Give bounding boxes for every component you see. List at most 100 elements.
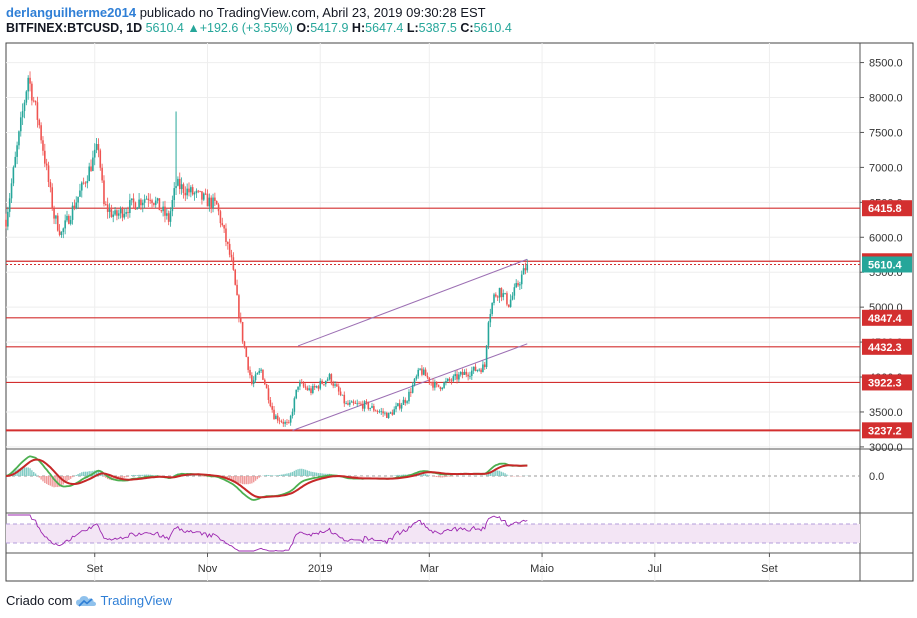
candle-body	[80, 182, 83, 191]
candle-body	[513, 287, 516, 296]
candle-body	[5, 219, 7, 227]
candle-body	[151, 200, 153, 204]
low-value: 5387.5	[418, 21, 457, 35]
author-name[interactable]: derlanguilherme2014	[6, 5, 137, 20]
candle-body	[469, 375, 471, 377]
candle-body	[358, 403, 360, 405]
candle-body	[271, 406, 273, 410]
created-with-label: Criado com	[6, 593, 73, 608]
candle-body	[500, 287, 503, 298]
candle-body	[263, 379, 266, 385]
candle-body	[254, 374, 257, 381]
time-tick-label: Set	[761, 563, 778, 575]
candles	[5, 71, 529, 427]
candle-body	[199, 190, 201, 192]
candle-body	[221, 223, 224, 226]
close-value: 5610.4	[473, 21, 512, 35]
candle-body	[202, 193, 205, 200]
support-resistance-levels	[6, 207, 860, 432]
candle-body	[77, 196, 79, 203]
candle-body	[230, 254, 233, 258]
candle-body	[138, 199, 140, 208]
candle-body	[365, 401, 368, 403]
candle-body	[435, 382, 438, 385]
candle-body	[217, 204, 220, 212]
candle-body	[188, 188, 190, 193]
candle-body	[374, 410, 377, 412]
candle-body	[265, 384, 268, 389]
candle-body	[16, 145, 18, 157]
candle-body	[509, 299, 512, 307]
candle-body	[393, 409, 395, 415]
candle-body	[184, 192, 187, 196]
candle-body	[134, 202, 137, 210]
candle-body	[75, 202, 78, 209]
candle-body	[352, 401, 355, 404]
candle-body	[154, 200, 157, 205]
candle-body	[496, 296, 499, 298]
candle-body	[241, 322, 244, 342]
symbol-label: BITFINEX:BTCUSD, 1D	[6, 21, 143, 35]
candle-body	[132, 198, 135, 203]
candle-body	[428, 377, 431, 383]
candle-body	[288, 422, 290, 424]
last-price-tag-label: 5610.4	[868, 259, 903, 271]
candle-body	[93, 149, 96, 158]
price-tick-label: 8000.0	[869, 93, 903, 105]
candle-body	[289, 415, 292, 423]
candle-body	[321, 380, 323, 384]
candle-body	[398, 403, 401, 409]
open-value: 5417.9	[310, 21, 349, 35]
candle-body	[68, 215, 70, 224]
candle-body	[373, 406, 375, 411]
candle-body	[422, 369, 425, 375]
candle-body	[92, 157, 94, 171]
high-value: 5647.4	[365, 21, 404, 35]
candle-body	[506, 293, 508, 305]
candle-body	[443, 382, 445, 388]
candle-body	[180, 184, 183, 190]
candle-body	[164, 206, 166, 216]
candle-body	[354, 403, 357, 404]
candle-body	[45, 163, 48, 166]
candle-body	[225, 228, 227, 242]
candle-body	[504, 293, 506, 294]
candle-body	[522, 268, 525, 275]
candle-body	[110, 209, 113, 217]
rsi-pane	[6, 514, 860, 552]
candle-body	[400, 404, 403, 409]
candle-body	[337, 386, 340, 392]
candle-body	[34, 100, 37, 103]
candle-body	[336, 384, 338, 387]
candle-body	[251, 375, 253, 384]
macd-pane	[5, 455, 860, 501]
candle-body	[487, 322, 490, 346]
candle-body	[437, 384, 440, 387]
candle-body	[297, 386, 299, 390]
candle-body	[175, 185, 177, 189]
time-tick-label: 2019	[308, 563, 332, 575]
candle-body	[23, 102, 26, 112]
candle-body	[313, 385, 316, 388]
last-price-tag-box	[862, 256, 912, 273]
candle-body	[97, 144, 100, 151]
candle-body	[10, 183, 13, 199]
candle-body	[40, 125, 42, 141]
candle-body	[417, 369, 420, 377]
candle-body	[498, 287, 501, 298]
level-tag-box	[862, 338, 912, 355]
candle-body	[106, 204, 109, 212]
candle-body	[90, 166, 92, 171]
tradingview-link[interactable]: TradingView	[100, 593, 173, 608]
candle-body	[177, 178, 179, 186]
pane-separators	[6, 43, 913, 581]
candle-body	[286, 422, 288, 423]
candle-body	[380, 411, 383, 413]
change-arrow-icon: ▲	[187, 21, 200, 35]
candle-body	[108, 209, 111, 212]
candle-body	[127, 212, 129, 214]
chart-header-title: derlanguilherme2014 publicado no Trading…	[6, 5, 486, 20]
candle-body	[166, 213, 168, 216]
trend-channel	[292, 258, 528, 431]
